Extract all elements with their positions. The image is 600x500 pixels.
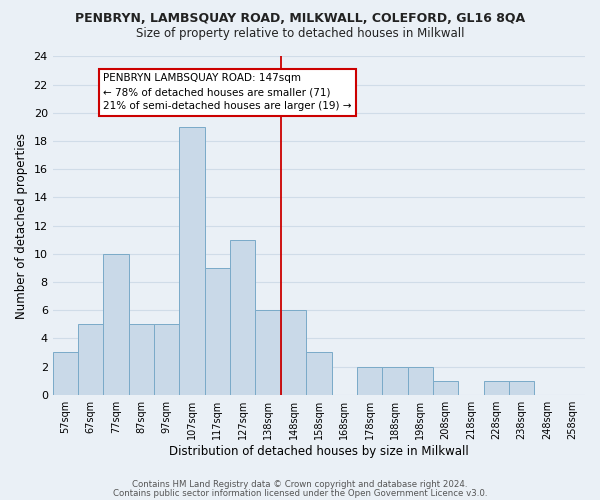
Text: Size of property relative to detached houses in Milkwall: Size of property relative to detached ho… [136,28,464,40]
X-axis label: Distribution of detached houses by size in Milkwall: Distribution of detached houses by size … [169,444,469,458]
Y-axis label: Number of detached properties: Number of detached properties [15,132,28,318]
Bar [357,366,382,394]
Bar [256,310,281,394]
Bar [281,310,306,394]
Text: PENBRYN, LAMBSQUAY ROAD, MILKWALL, COLEFORD, GL16 8QA: PENBRYN, LAMBSQUAY ROAD, MILKWALL, COLEF… [75,12,525,26]
Text: Contains HM Land Registry data © Crown copyright and database right 2024.: Contains HM Land Registry data © Crown c… [132,480,468,489]
Bar [103,254,129,394]
Text: PENBRYN LAMBSQUAY ROAD: 147sqm
← 78% of detached houses are smaller (71)
21% of : PENBRYN LAMBSQUAY ROAD: 147sqm ← 78% of … [103,74,352,112]
Bar [433,380,458,394]
Bar [129,324,154,394]
Bar [407,366,433,394]
Text: Contains public sector information licensed under the Open Government Licence v3: Contains public sector information licen… [113,489,487,498]
Bar [154,324,179,394]
Bar [509,380,535,394]
Bar [179,127,205,394]
Bar [484,380,509,394]
Bar [205,268,230,394]
Bar [230,240,256,394]
Bar [78,324,103,394]
Bar [306,352,332,395]
Bar [382,366,407,394]
Bar [53,352,78,395]
